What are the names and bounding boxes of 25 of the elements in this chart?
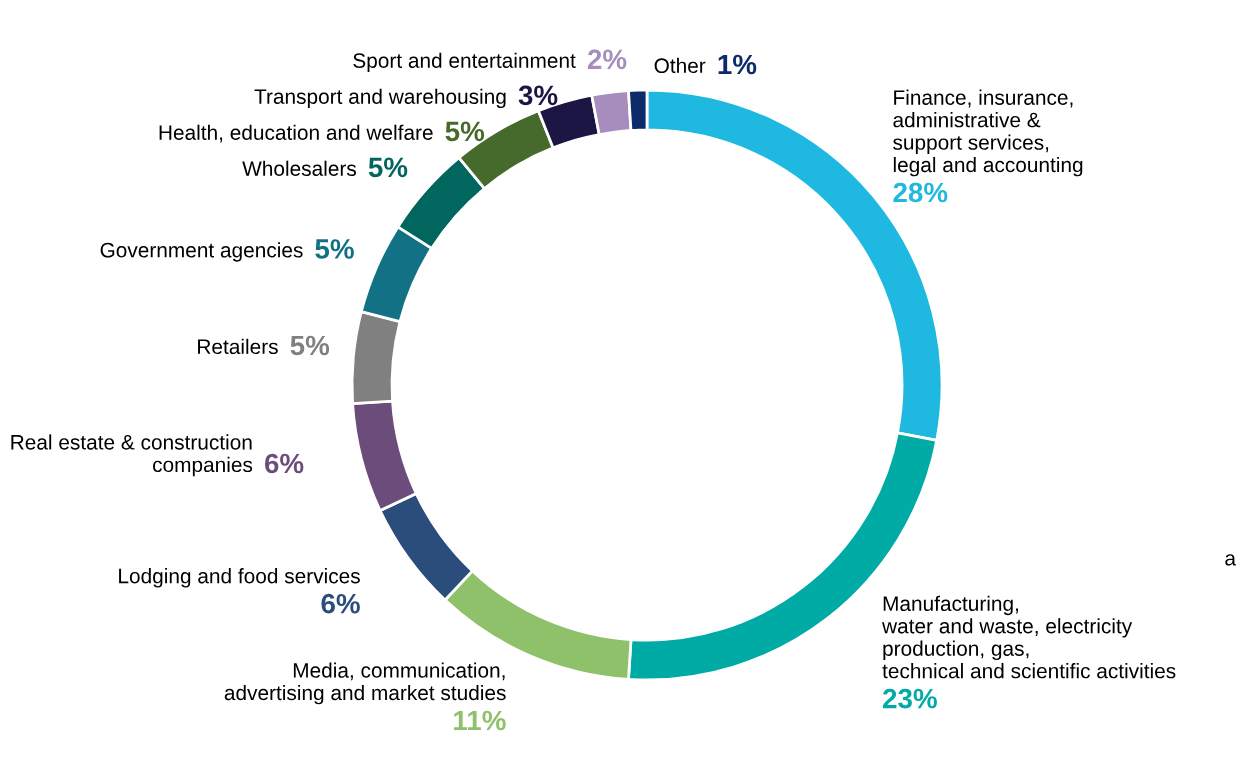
text: a (1225, 554, 1236, 566)
slice-label: Retailers (198, 338, 278, 355)
data-label: 11% (454, 710, 506, 731)
data-label: 6% (264, 453, 304, 474)
data-label: 1% (718, 54, 757, 75)
slice-label: Real estate & construction companies (11, 434, 253, 477)
data-label: 2% (587, 49, 627, 70)
data-label: 6% (321, 593, 360, 614)
slice-label: Lodging and food services (119, 568, 360, 588)
slice-label: Media, communication, advertising and market studies (224, 662, 506, 705)
data-label: 3% (518, 85, 558, 106)
slice-label: Health, education and welfare (159, 124, 433, 143)
slice-label: Transport and warehousing (254, 88, 506, 109)
data-label: 23% (883, 688, 937, 709)
data-label: 5% (368, 157, 408, 178)
data-label: 5% (315, 239, 354, 259)
data-label: 28% (893, 182, 948, 203)
slice-label: Manufacturing, water and waste, electricity production, gas, technical and scientific activities (882, 595, 1176, 679)
data-label: 5% (290, 335, 330, 356)
slice-label: Sport and entertainment (353, 52, 576, 73)
data-label: 5% (445, 121, 485, 142)
slice-label: Other (654, 57, 706, 74)
slice-label: Finance, insurance, administrative & support services, legal and accounting (893, 89, 1083, 177)
slice-label: Government agencies (100, 242, 303, 262)
slice-label: Wholesalers (242, 160, 357, 176)
